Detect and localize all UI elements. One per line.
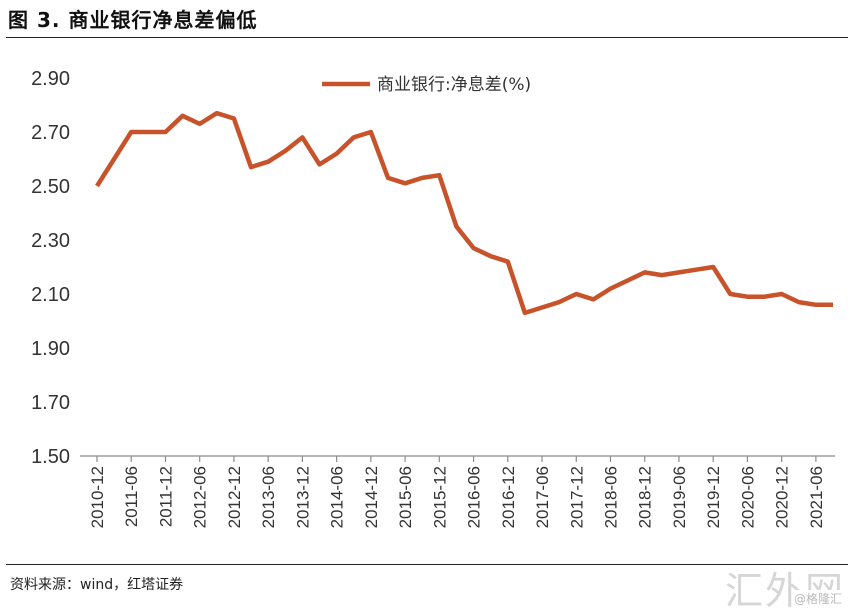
x-tick-label: 2014-12 [362, 466, 381, 528]
y-tick-label: 2.50 [31, 176, 70, 198]
x-tick-label: 2016-06 [465, 466, 484, 528]
legend: 商业银行:净息差(%) [322, 75, 531, 95]
x-tick-label: 2016-12 [499, 466, 518, 528]
y-tick-label: 2.30 [31, 230, 70, 252]
y-tick-label: 1.90 [31, 338, 70, 360]
x-tick-label: 2017-12 [567, 466, 586, 528]
x-tick-label: 2019-12 [704, 466, 723, 528]
series-line [97, 113, 833, 313]
series-layer [97, 113, 833, 313]
y-tick-label: 2.70 [31, 122, 70, 144]
y-axis: 2.90 2.70 2.50 2.30 2.10 1.90 1.70 1.50 [31, 68, 70, 468]
x-tick-label: 2012-06 [191, 466, 210, 528]
x-tick-label: 2012-12 [225, 466, 244, 528]
x-tick-label: 2018-06 [601, 466, 620, 528]
y-tick-label: 2.90 [31, 68, 70, 90]
y-tick-label: 2.10 [31, 284, 70, 306]
x-tick-label: 2015-12 [430, 466, 449, 528]
x-tick-label: 2013-06 [259, 466, 278, 528]
source-divider [6, 564, 848, 565]
legend-label: 商业银行:净息差(%) [377, 75, 531, 95]
y-tick-label: 1.50 [31, 446, 70, 468]
watermark-caption: @格隆汇 [792, 590, 844, 607]
x-tick-label: 2013-12 [293, 466, 312, 528]
source-note: 资料来源：wind，红塔证券 [10, 574, 183, 594]
x-tick-label: 2010-12 [88, 466, 107, 528]
x-tick-label: 2020-06 [738, 466, 757, 528]
x-tick-label: 2017-06 [533, 466, 552, 528]
x-tick-label: 2018-12 [636, 466, 655, 528]
x-tick-label: 2019-06 [670, 466, 689, 528]
x-axis: 2010-12 2011-06 2011-12 2012-06 2012-12 2013-… [80, 456, 835, 528]
x-tick-label: 2015-06 [396, 466, 415, 528]
x-tick-label: 2011-12 [156, 466, 175, 527]
x-tick-label: 2021-06 [807, 466, 826, 528]
x-tick-label: 2014-06 [328, 466, 347, 528]
y-tick-label: 1.70 [31, 392, 70, 414]
x-tick-label: 2011-06 [122, 466, 141, 527]
x-tick-label: 2020-12 [773, 466, 792, 528]
